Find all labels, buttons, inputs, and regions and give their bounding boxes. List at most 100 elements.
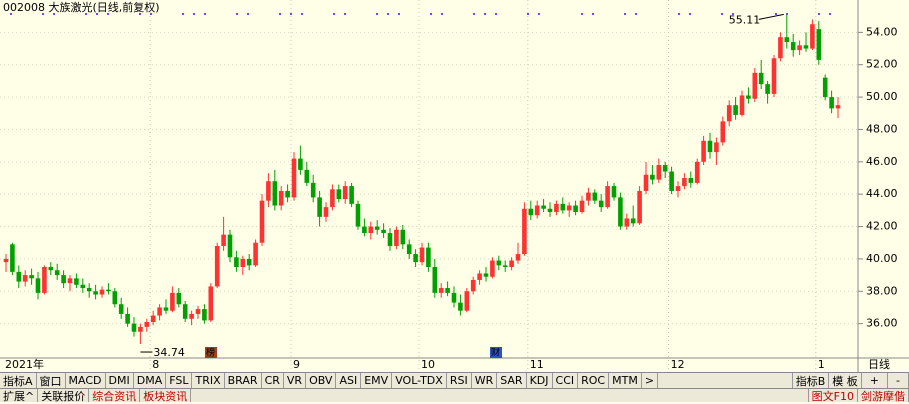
candle-body bbox=[67, 278, 73, 284]
template-tab[interactable]: 模 板 bbox=[829, 373, 862, 388]
signal-dot bbox=[484, 13, 486, 15]
candle-body bbox=[240, 258, 246, 267]
zoom-button[interactable]: - bbox=[888, 373, 909, 388]
candle-body bbox=[426, 247, 431, 267]
indicator-tab[interactable]: BRAR bbox=[225, 373, 262, 388]
signal-dot bbox=[786, 13, 788, 15]
indicator-tab[interactable]: EMV bbox=[361, 373, 393, 388]
candle-body bbox=[221, 234, 226, 246]
indicator-tab[interactable]: MTM bbox=[609, 373, 642, 388]
signal-dot bbox=[689, 13, 691, 15]
candle-body bbox=[682, 178, 687, 187]
candle-body bbox=[771, 58, 777, 94]
footer-tab[interactable]: 板块资讯 bbox=[140, 389, 192, 403]
indicator-tab[interactable]: VOL-TDX bbox=[392, 373, 447, 388]
candle-body bbox=[797, 45, 802, 51]
indicator-tab[interactable]: SAR bbox=[497, 373, 527, 388]
candle-body bbox=[694, 161, 700, 183]
signal-dot bbox=[495, 13, 497, 15]
candle-body bbox=[131, 323, 137, 332]
signal-dot bbox=[678, 13, 680, 15]
candle-body bbox=[451, 292, 457, 303]
x-tick-label: 11 bbox=[530, 358, 544, 371]
candle-body bbox=[835, 105, 841, 109]
y-tick-label: 40.00 bbox=[866, 252, 898, 265]
candle-body bbox=[189, 313, 194, 319]
badge-label: 榜 bbox=[206, 347, 215, 359]
candle-body bbox=[10, 244, 15, 272]
candle-body bbox=[528, 208, 534, 216]
candle-body bbox=[490, 260, 495, 277]
f10-button[interactable]: 图文F10 bbox=[807, 389, 858, 403]
candle-body bbox=[374, 226, 380, 230]
candle-body bbox=[483, 273, 489, 277]
template-tab[interactable]: 指标B bbox=[791, 373, 830, 388]
candle-body bbox=[701, 140, 706, 162]
candle-body bbox=[317, 197, 322, 217]
y-tick-label: 46.00 bbox=[866, 155, 898, 168]
footer-tab[interactable]: 扩展^ bbox=[0, 389, 39, 403]
candle-body bbox=[310, 182, 316, 198]
candle-body bbox=[285, 190, 290, 198]
signal-dot bbox=[290, 13, 292, 15]
indicator-tab[interactable]: VR bbox=[284, 373, 307, 388]
candle-body bbox=[125, 313, 130, 324]
candle-body bbox=[733, 105, 738, 115]
candle-body bbox=[413, 254, 418, 263]
y-tick-label: 52.00 bbox=[866, 58, 898, 71]
candle-body bbox=[675, 186, 681, 191]
footer-tabs: 扩展^ 关联报价 综合资讯 板块资讯 图文F10 剑游摩偕 bbox=[0, 388, 909, 403]
candle-body bbox=[355, 203, 361, 227]
candle-body bbox=[323, 207, 329, 217]
candle-body bbox=[419, 247, 425, 263]
indicator-tab[interactable]: 指标A bbox=[0, 373, 37, 388]
indicator-tab[interactable]: ASI bbox=[336, 373, 362, 388]
footer-tab[interactable]: 综合资讯 bbox=[89, 389, 141, 403]
indicator-tab[interactable]: OBV bbox=[306, 373, 337, 388]
candle-body bbox=[522, 208, 527, 255]
candle-body bbox=[106, 289, 111, 292]
zoom-button[interactable]: + bbox=[862, 373, 889, 388]
indicator-tab[interactable]: DMA bbox=[134, 373, 167, 388]
candle-body bbox=[22, 275, 28, 282]
candle-body bbox=[618, 197, 623, 227]
indicator-tab[interactable]: MACD bbox=[66, 373, 106, 388]
chart-title: 002008 大族激光(日线,前复权) bbox=[3, 0, 160, 14]
indicator-tab[interactable]: > bbox=[642, 373, 659, 388]
candle-body bbox=[458, 302, 463, 311]
candle-body bbox=[470, 279, 476, 292]
indicator-tab[interactable]: KDJ bbox=[527, 373, 553, 388]
footer-tab[interactable]: 关联报价 bbox=[38, 389, 90, 403]
footer-label[interactable]: 剑游摩偕 bbox=[858, 389, 909, 403]
indicator-tab[interactable]: RSI bbox=[447, 373, 472, 388]
candle-body bbox=[630, 218, 636, 224]
candle-body bbox=[752, 72, 758, 99]
candle-body bbox=[739, 95, 745, 115]
candle-body bbox=[208, 286, 214, 321]
candle-body bbox=[816, 29, 822, 60]
indicator-tab[interactable]: 窗口 bbox=[37, 373, 66, 388]
candle-body bbox=[61, 275, 66, 284]
indicator-tab[interactable]: DMI bbox=[106, 373, 134, 388]
y-tick-label: 36.00 bbox=[866, 317, 898, 330]
candle-body bbox=[176, 292, 182, 305]
signal-dot bbox=[96, 13, 98, 15]
candle-body bbox=[227, 234, 233, 258]
candle-body bbox=[74, 278, 79, 285]
max-label: 55.11 bbox=[729, 13, 761, 26]
candle-body bbox=[720, 121, 726, 143]
indicator-tab[interactable]: ROC bbox=[578, 373, 610, 388]
candle-body bbox=[598, 200, 604, 208]
indicator-tab[interactable]: TRIX bbox=[192, 373, 225, 388]
indicator-tab[interactable]: CR bbox=[262, 373, 284, 388]
indicator-tab[interactable]: FSL bbox=[166, 373, 193, 388]
candle-body bbox=[726, 105, 732, 122]
signal-dot bbox=[182, 13, 184, 15]
candle-body bbox=[784, 37, 790, 43]
indicator-tab[interactable]: WR bbox=[472, 373, 498, 388]
candle-body bbox=[496, 260, 502, 266]
candle-body bbox=[746, 95, 751, 99]
signal-dot bbox=[107, 13, 109, 15]
indicator-tab[interactable]: CCI bbox=[553, 373, 579, 388]
